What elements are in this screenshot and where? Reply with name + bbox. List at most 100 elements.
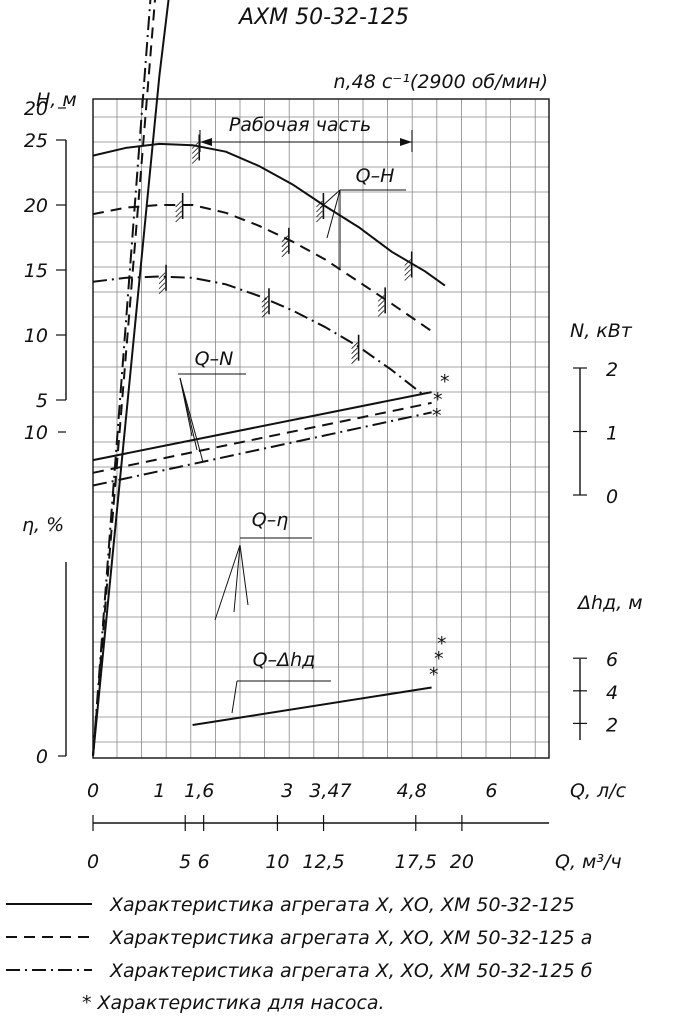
star-eta-solid: * <box>437 633 447 655</box>
star-N-dashdot: * <box>432 405 442 427</box>
q-ls-axis-label: Q, л/с <box>570 780 627 802</box>
working-point-hatch <box>351 352 358 359</box>
q-m3h-tick-label: 10 <box>265 851 289 873</box>
working-point-hatch <box>351 357 358 364</box>
working-point-hatch <box>316 210 323 218</box>
q-ls-tick-label: 6 <box>485 780 497 802</box>
series-dh-solid <box>192 686 432 726</box>
working-point-hatch <box>175 215 182 223</box>
series-n-dashdot <box>92 411 432 487</box>
label-Qeta: Q–η <box>214 509 312 621</box>
q-ls-tick-label: 0 <box>87 780 99 802</box>
label-Qeta-text: Q–η <box>252 509 289 531</box>
eta-tick-label: 0 <box>36 746 48 768</box>
dh-tick-label: 4 <box>606 682 618 704</box>
dh-axis-label: Δhд, м <box>576 592 643 614</box>
star-eta-dashed: * <box>434 648 444 670</box>
legend-text-solid: Характеристика агрегата Х, ХО, ХМ 50-32-… <box>109 894 575 916</box>
chart-title: АХМ 50-32-125 <box>237 5 409 30</box>
working-point-hatch <box>404 269 412 276</box>
chart-grid <box>93 99 549 758</box>
working-point-hatch <box>191 147 199 154</box>
working-point-hatch <box>351 347 358 354</box>
series-n-dashed <box>92 401 432 474</box>
working-range-marks <box>158 134 413 364</box>
working-point-hatch <box>175 200 182 208</box>
working-point-hatch <box>377 295 385 302</box>
working-point-hatch <box>191 142 199 149</box>
eta-axis-label: η, % <box>22 514 64 536</box>
working-point-hatch <box>281 240 289 248</box>
working-point-hatch <box>377 305 385 312</box>
working-point-hatch <box>316 200 323 208</box>
working-point-hatch <box>175 205 182 213</box>
working-part-label: Рабочая часть <box>229 114 371 136</box>
h-tick-label: 5 <box>36 390 48 412</box>
label-QN-text: Q–N <box>195 348 234 370</box>
label-Qdh: Q–Δhд <box>231 649 331 714</box>
speed-label: n,48 c⁻¹(2900 об/мин) <box>334 71 548 93</box>
series-h-dashdot <box>92 275 423 395</box>
working-point-hatch <box>158 272 166 280</box>
legend-text-dashdot: Характеристика агрегата Х, ХО, ХМ 50-32-… <box>109 960 593 982</box>
q-ls-tick-label: 1 <box>153 780 165 802</box>
q-m3h-tick-label: 20 <box>450 851 474 873</box>
q-ls-tick-label: 3,47 <box>309 780 351 802</box>
h-tick-label: 15 <box>24 260 48 282</box>
plot-frame <box>92 98 550 759</box>
working-point-hatch <box>158 282 166 290</box>
working-point-hatch <box>377 310 385 317</box>
working-point-hatch <box>404 274 412 281</box>
working-point-hatch <box>351 342 358 349</box>
h-tick-label: 25 <box>24 130 48 152</box>
n-axis-label: N, кВт <box>570 320 633 342</box>
working-point-hatch <box>281 235 289 243</box>
working-point-hatch <box>158 277 166 285</box>
working-point-hatch <box>261 301 269 308</box>
h-tick-label: 10 <box>24 325 48 347</box>
series-h-solid <box>92 142 446 287</box>
q-ls-tick-label: 3 <box>281 780 293 802</box>
label-QH: Q–H <box>319 165 406 268</box>
legend-text-dashed: Характеристика агрегата Х, ХО, ХМ 50-32-… <box>109 927 592 949</box>
dh-tick-label: 6 <box>606 649 618 671</box>
working-point-hatch <box>261 306 269 313</box>
working-point-hatch <box>261 296 269 303</box>
h-tick-label: 20 <box>24 195 48 217</box>
working-part-arrowhead-right <box>400 138 412 146</box>
h-axis-label: H, м <box>36 89 77 111</box>
working-point-hatch <box>404 264 412 271</box>
star-N-dashed: * <box>433 389 443 411</box>
star-eta-dashdot: * <box>429 664 439 686</box>
label-QN: Q–N <box>178 348 246 463</box>
working-point-hatch <box>191 152 199 159</box>
dh-tick-label: 2 <box>606 714 618 736</box>
q-m3h-tick-label: 0 <box>87 851 99 873</box>
label-Qdh-text: Q–Δhд <box>253 649 316 671</box>
q-ls-tick-label: 4,8 <box>397 780 427 802</box>
eta-tick-label: 20 <box>24 98 48 120</box>
star-N-solid: * <box>440 371 450 393</box>
working-point-hatch <box>281 245 289 253</box>
n-tick-label: 0 <box>606 486 618 508</box>
working-part-arrowhead-left <box>200 138 212 146</box>
working-point-hatch <box>158 287 166 295</box>
q-m3h-tick-label: 17,5 <box>395 851 437 873</box>
curves-group <box>92 0 446 757</box>
working-point-hatch <box>377 300 385 307</box>
working-point-hatch <box>191 157 199 164</box>
working-point-hatch <box>316 215 323 223</box>
working-point-hatch <box>261 311 269 318</box>
working-point-hatch <box>404 259 412 266</box>
series-n-solid <box>92 391 432 462</box>
q-m3h-tick-label: 6 <box>198 851 210 873</box>
n-tick-label: 2 <box>606 359 618 381</box>
legend-text-note: * Характеристика для насоса. <box>82 992 385 1014</box>
legend: Характеристика агрегата Х, ХО, ХМ 50-32-… <box>6 894 593 1014</box>
label-QH-text: Q–H <box>356 165 395 187</box>
working-point-hatch <box>175 210 182 218</box>
working-point-hatch <box>281 250 289 258</box>
eta-tick-label: 10 <box>24 422 48 444</box>
